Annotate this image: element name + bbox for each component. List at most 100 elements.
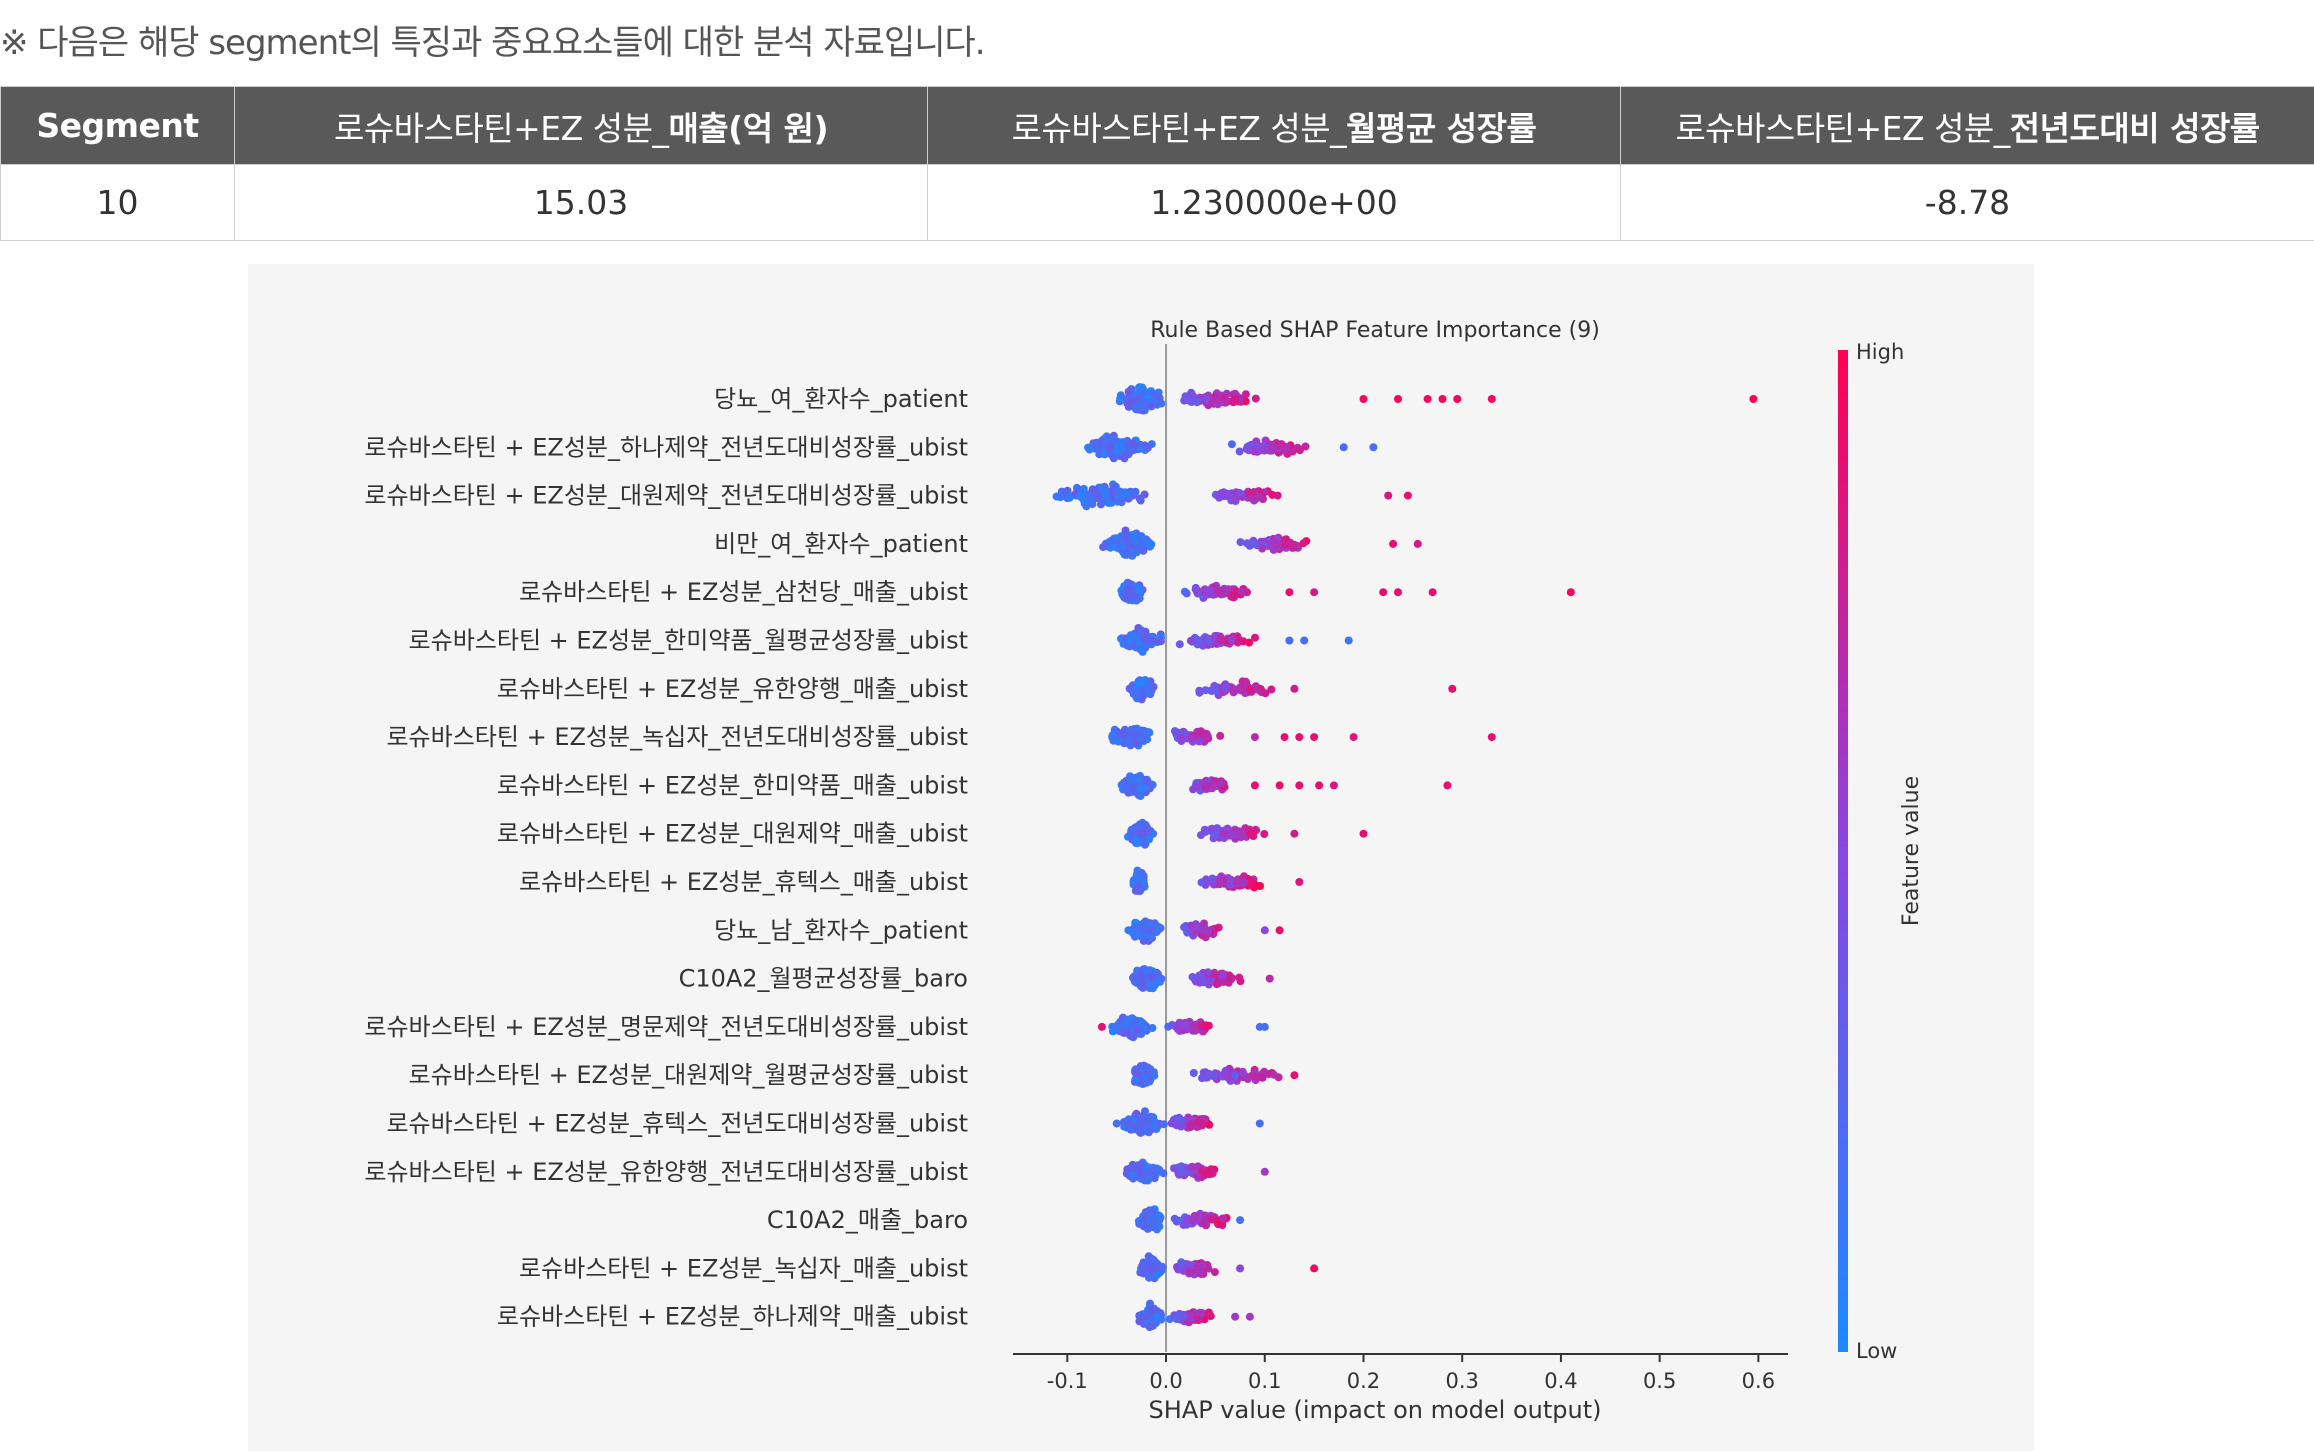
shap-point [1147,973,1155,981]
shap-point [1244,1075,1252,1083]
shap-point [1217,779,1225,787]
table-header-row: Segment 로슈바스타틴+EZ 성분_매출(억 원) 로슈바스타틴+EZ 성… [1,87,2314,165]
shap-point [1221,1072,1229,1080]
shap-point [1448,685,1456,693]
shap-point [1134,883,1142,891]
shap-point [1260,830,1268,838]
feature-dots-row [1124,819,1368,849]
shap-point [1137,785,1145,793]
shap-point [1404,492,1412,500]
feature-dots-row [1117,624,1353,656]
shap-point [1242,678,1250,686]
shap-point [1141,634,1149,642]
shap-point [1181,588,1189,596]
shap-point [1132,488,1140,496]
shap-point [1197,1119,1205,1127]
shap-point [1261,926,1269,934]
shap-point [1186,1269,1194,1277]
shap-point [1290,685,1298,693]
shap-point [1211,1268,1219,1276]
shap-point [1149,1214,1157,1222]
shap-point [1227,636,1235,644]
shap-point [1285,637,1293,645]
shap-point [1210,1072,1218,1080]
shap-point [1189,973,1197,981]
shap-point [1216,732,1224,740]
shap-point [1138,924,1146,932]
shap-point [1384,492,1392,500]
shap-point [1295,733,1303,741]
cell-segment: 10 [1,165,235,241]
shap-point [1749,395,1757,403]
shap-point [1182,1022,1190,1030]
table-row: 10 15.03 1.230000e+00 -8.78 [1,165,2314,241]
shap-point [1125,388,1133,396]
shap-point [1439,395,1447,403]
shap-point [1180,397,1188,405]
shap-point [1345,637,1353,645]
colorbar-low-label: Low [1856,1339,1897,1363]
shap-point [1216,880,1224,888]
shap-point [1290,830,1298,838]
shap-point [1232,494,1240,502]
shap-point [1196,689,1204,697]
header-segment: Segment [1,87,235,165]
x-tick-label: 0.3 [1446,1369,1479,1393]
shap-point [1236,448,1244,456]
shap-point [1132,739,1140,747]
feature-dots-row [1099,527,1422,560]
shap-point [1175,1114,1183,1122]
shap-point [1236,1264,1244,1272]
shap-point [1101,488,1109,496]
shap-point [1217,491,1225,499]
shap-point [1140,1062,1148,1070]
shap-point [1266,975,1274,983]
shap-point [1369,443,1377,451]
shap-point [1237,538,1245,546]
feature-label: 로슈바스타틴 + EZ성분_하나제약_매출_ubist [497,1303,968,1331]
shap-point [1276,781,1284,789]
shap-point [1282,535,1290,543]
shap-point [1117,730,1125,738]
shap-point [1177,1258,1185,1266]
shap-point [1271,538,1279,546]
shap-point [1168,1021,1176,1029]
shap-point [1205,1309,1213,1317]
shap-point [1126,590,1134,598]
cell-monthly-growth: 1.230000e+00 [928,165,1621,241]
shap-point [1145,835,1153,843]
shap-point [1389,540,1397,548]
shap-point [1203,395,1211,403]
shap-point [1188,1163,1196,1171]
shap-point [1251,733,1259,741]
shap-point [1488,733,1496,741]
shap-point [1488,395,1496,403]
shap-point [1222,684,1230,692]
shap-point [1134,680,1142,688]
shap-point [1276,926,1284,934]
shap-point [1315,781,1323,789]
shap-point [1128,1172,1136,1180]
shap-point [1176,640,1184,648]
shap-point [1256,882,1264,890]
shap-point [1238,588,1246,596]
shap-point [1094,441,1102,449]
feature-dots-row [1117,579,1574,605]
shap-point [1132,1069,1140,1077]
feature-label: 로슈바스타틴 + EZ성분_대원제약_매출_ubist [497,820,968,848]
shap-point [1147,1207,1155,1215]
shap-point [1252,1073,1260,1081]
x-tick-label: 0.2 [1347,1369,1380,1393]
shap-point [1231,1313,1239,1321]
shap-point [1136,445,1144,453]
header-yoy-growth: 로슈바스타틴+EZ 성분_전년도대비 성장률 [1621,87,2314,165]
feature-dots-row [1116,383,1758,414]
shap-point [1290,541,1298,549]
shap-point [1103,432,1111,440]
shap-point [1117,497,1125,505]
shap-point [1106,499,1114,507]
shap-point [1567,588,1575,596]
shap-point [1143,1120,1151,1128]
shap-point [1211,684,1219,692]
shap-point [1129,783,1137,791]
